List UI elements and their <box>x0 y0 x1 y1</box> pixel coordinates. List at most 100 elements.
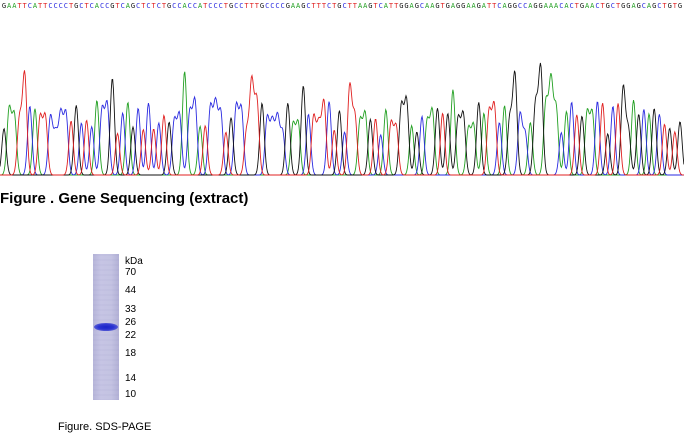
base-call: G <box>456 2 460 10</box>
base-call: C <box>121 2 125 10</box>
base-call: C <box>342 2 346 10</box>
base-call: C <box>64 2 68 10</box>
base-call: C <box>611 2 615 10</box>
base-call: A <box>502 2 507 10</box>
base-call: T <box>600 2 605 10</box>
base-call: A <box>466 2 471 10</box>
base-call: A <box>410 2 415 10</box>
base-call: G <box>74 2 78 10</box>
base-call: C <box>59 2 63 10</box>
base-call: C <box>270 2 274 10</box>
base-call: C <box>570 2 574 10</box>
base-call: C <box>518 2 522 10</box>
base-call: G <box>678 2 682 10</box>
sds-page-gel-lane <box>93 254 119 400</box>
base-call: A <box>554 2 559 10</box>
sds-page-caption: Figure. SDS-PAGE <box>58 421 152 433</box>
base-call: G <box>539 2 543 10</box>
base-call: C <box>28 2 32 10</box>
base-call: C <box>219 2 223 10</box>
chromatogram-trace <box>0 62 684 176</box>
trace-c <box>0 95 684 176</box>
base-call: G <box>461 2 465 10</box>
base-call: T <box>69 2 74 10</box>
base-call: C <box>420 2 424 10</box>
base-call: A <box>358 2 363 10</box>
base-call: T <box>115 2 120 10</box>
base-call: T <box>322 2 327 10</box>
base-call: C <box>146 2 150 10</box>
marker-label-44: 44 <box>125 285 137 296</box>
base-call: T <box>616 2 621 10</box>
base-call: T <box>162 2 167 10</box>
base-call: C <box>306 2 310 10</box>
base-call: A <box>95 2 100 10</box>
base-call: G <box>626 2 630 10</box>
base-call: C <box>595 2 599 10</box>
base-call: T <box>244 2 249 10</box>
marker-label-18: 18 <box>125 348 137 359</box>
base-call: A <box>549 2 554 10</box>
base-call: A <box>451 2 456 10</box>
base-call: A <box>291 2 296 10</box>
base-call: A <box>183 2 188 10</box>
marker-label-10: 10 <box>125 389 137 400</box>
base-call: G <box>580 2 584 10</box>
marker-label-70: 70 <box>125 267 137 278</box>
base-call: G <box>167 2 171 10</box>
base-call: T <box>389 2 394 10</box>
base-call: C <box>157 2 161 10</box>
base-call: C <box>193 2 197 10</box>
base-call: C <box>281 2 285 10</box>
base-call: G <box>637 2 641 10</box>
base-call: C <box>177 2 181 10</box>
base-call: C <box>239 2 243 10</box>
base-call: A <box>647 2 652 10</box>
base-call: G <box>399 2 403 10</box>
base-call: C <box>105 2 109 10</box>
base-call: A <box>363 2 368 10</box>
base-call: C <box>657 2 661 10</box>
base-call: G <box>477 2 481 10</box>
base-call: T <box>673 2 678 10</box>
base-call: T <box>250 2 255 10</box>
base-call: A <box>33 2 38 10</box>
base-call: G <box>621 2 625 10</box>
base-call: G <box>652 2 656 10</box>
base-call: C <box>275 2 279 10</box>
base-call: C <box>523 2 527 10</box>
base-call: C <box>213 2 217 10</box>
base-call: A <box>471 2 476 10</box>
base-call: G <box>368 2 372 10</box>
base-call: T <box>203 2 208 10</box>
base-call: G <box>513 2 517 10</box>
trace-a <box>0 71 684 176</box>
marker-label-33: 33 <box>125 304 137 315</box>
base-call: T <box>224 2 229 10</box>
protein-band <box>94 323 118 331</box>
base-call: A <box>528 2 533 10</box>
base-call: C <box>642 2 646 10</box>
base-call: C <box>559 2 563 10</box>
base-call: G <box>110 2 114 10</box>
base-call: C <box>234 2 238 10</box>
kda-unit-label: kDa <box>125 256 143 267</box>
base-call: T <box>353 2 358 10</box>
base-call: T <box>152 2 157 10</box>
base-call: T <box>441 2 446 10</box>
base-call: C <box>208 2 212 10</box>
base-call: T <box>332 2 337 10</box>
base-call: T <box>487 2 492 10</box>
base-call: C <box>100 2 104 10</box>
base-call: C <box>327 2 331 10</box>
base-call: C <box>90 2 94 10</box>
base-call: G <box>260 2 264 10</box>
base-call: G <box>508 2 512 10</box>
base-call: T <box>17 2 22 10</box>
base-call: T <box>38 2 43 10</box>
base-call: C <box>265 2 269 10</box>
base-call: G <box>301 2 305 10</box>
base-call: A <box>482 2 487 10</box>
base-call: G <box>446 2 450 10</box>
base-call: T <box>255 2 260 10</box>
